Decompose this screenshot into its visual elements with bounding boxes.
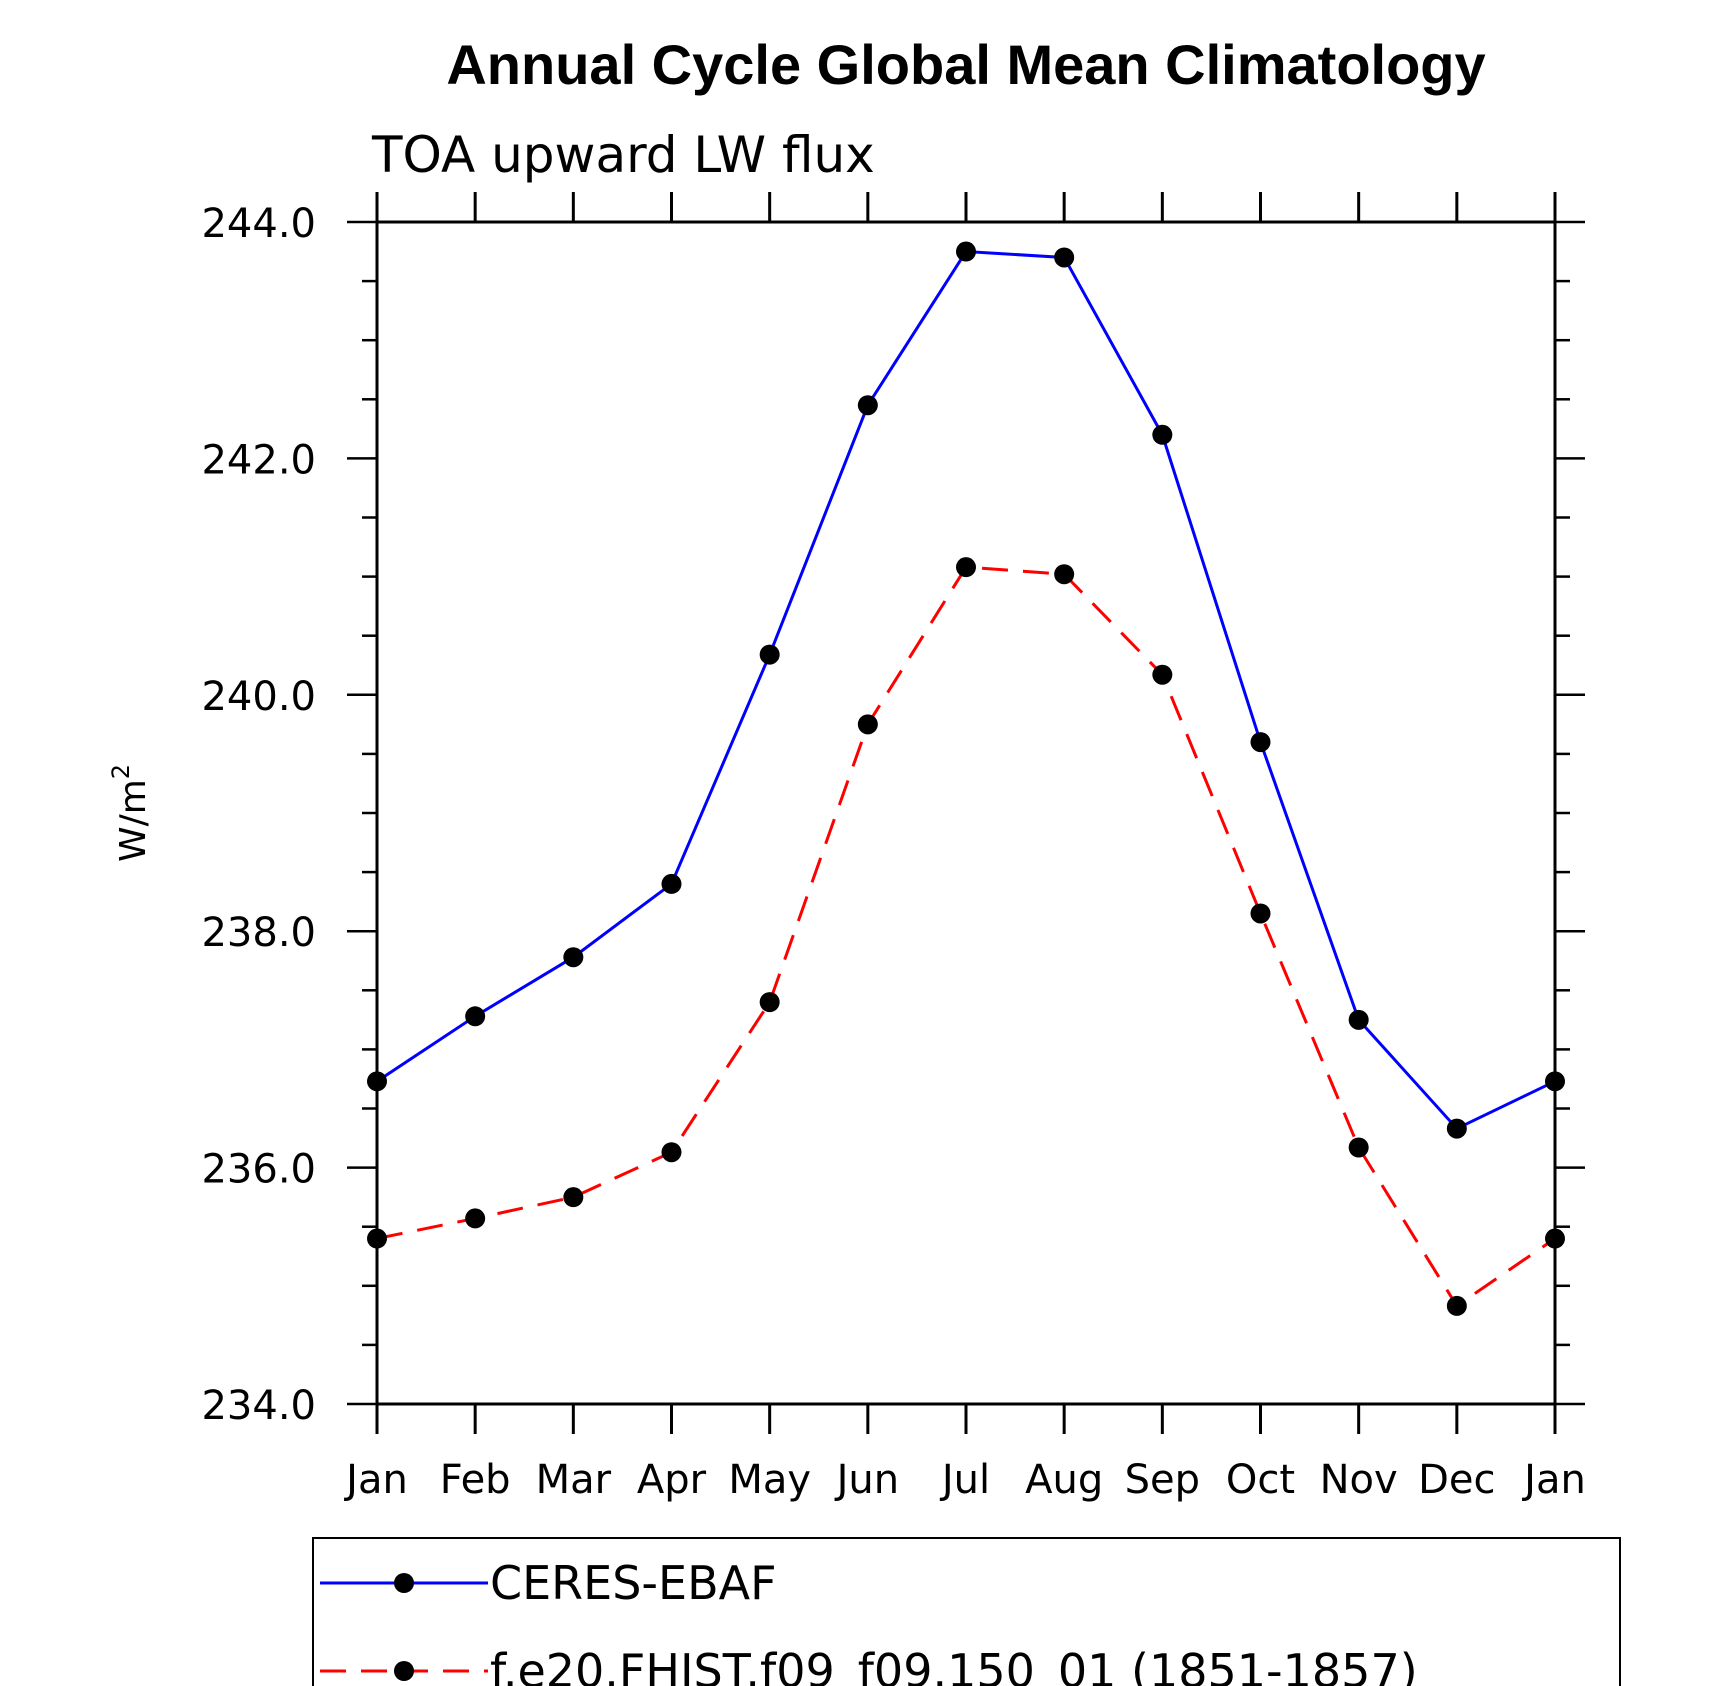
series-0-point [1446,1118,1467,1139]
plot-frame [375,220,1557,1406]
series-line-1 [376,565,1556,1309]
series-1-point [563,1187,584,1208]
legend-label-ceres-ebaf: CERES-EBAF [490,1556,777,1610]
series-1-point [1250,903,1271,924]
series-1-point [465,1208,486,1229]
series-1-point [661,1142,682,1163]
series-0-point [1348,1009,1369,1030]
x-tick-label: Jul [939,1457,990,1503]
series-0-point [1545,1071,1565,1092]
series-1-point [1348,1137,1369,1158]
y-axis-label-base: W/m [113,779,154,862]
axis-ticks [347,192,1585,1434]
series-1-point [956,557,976,578]
legend: CERES-EBAF f.e20.FHIST.f09_f09.150_01 (1… [312,1537,1621,1686]
y-axis-label: W/m2 [107,764,154,862]
legend-marker-model [394,1661,414,1681]
series-1-point [1152,664,1173,685]
series-0-point [759,644,780,665]
series-1-point [1545,1228,1565,1249]
chart-title: Annual Cycle Global Mean Climatology [446,33,1485,96]
x-tick-label: Jun [834,1457,900,1503]
series-0-point [661,873,682,894]
y-tick-label: 242.0 [201,437,316,483]
series-0-point [956,241,976,262]
series-1-point [367,1228,387,1249]
x-tick-label: Jan [343,1457,408,1503]
series-0-point [857,395,878,416]
x-tick-label: Sep [1125,1457,1200,1503]
x-tick-label: Dec [1418,1457,1495,1503]
series-0-point [367,1071,387,1092]
x-tick-label: Jan [1521,1457,1586,1503]
series-0-point [1054,247,1075,268]
series-1-point [857,714,878,735]
series-layer [367,241,1565,1316]
series-0-point [1152,424,1173,445]
series-1-point [1446,1295,1467,1316]
series-0-point [563,947,584,968]
legend-label-model: f.e20.FHIST.f09_f09.150_01 (1851-1857) [490,1644,1418,1686]
x-tick-label: Nov [1320,1457,1398,1503]
chart-subtitle: TOA upward LW flux [371,126,875,184]
y-tick-label: 234.0 [201,1383,316,1429]
x-tick-labels: Jan Feb Mar Apr May Jun Jul Aug Sep Oct Nov Dec Jan [343,1457,1586,1503]
x-tick-label: Oct [1226,1457,1295,1503]
y-tick-label: 236.0 [201,1147,316,1193]
x-tick-label: May [728,1457,811,1503]
y-tick-label: 240.0 [201,674,316,720]
series-0-point [465,1006,486,1027]
x-tick-label: Feb [440,1457,511,1503]
x-tick-label: Aug [1025,1457,1103,1503]
legend-marker-ceres-ebaf [394,1573,414,1593]
series-line-0 [376,249,1556,1131]
y-tick-label: 238.0 [201,910,316,956]
x-tick-label: Apr [637,1457,707,1503]
legend-box [312,1537,1621,1686]
x-tick-label: Mar [536,1457,612,1503]
series-1-point [759,992,780,1013]
series-1-point [1054,564,1075,585]
y-axis-label-superscript: 2 [107,764,135,779]
y-tick-label: 244.0 [201,201,316,247]
y-tick-labels: 244.0 242.0 240.0 238.0 236.0 234.0 [201,201,316,1429]
series-0-point [1250,732,1271,753]
